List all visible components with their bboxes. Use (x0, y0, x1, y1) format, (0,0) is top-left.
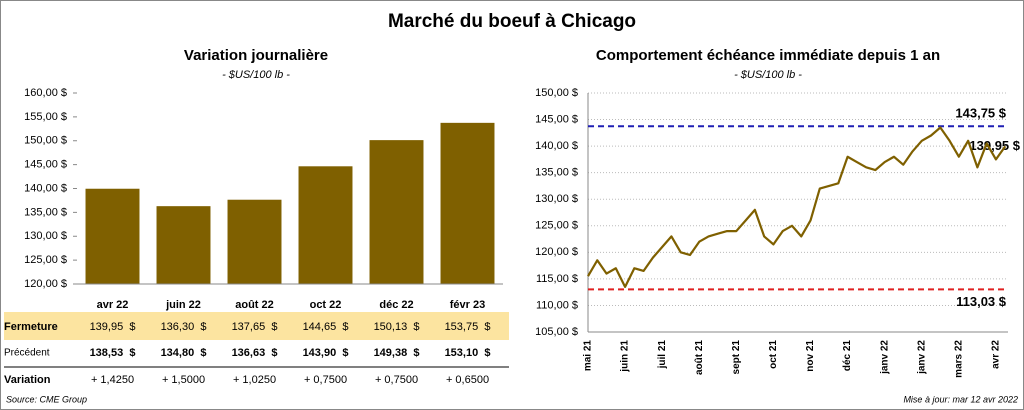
y-tick-label: 145,00 $ (24, 159, 67, 171)
row-highlight (4, 312, 509, 340)
chart-title: Comportement échéance immédiate depuis 1… (596, 47, 940, 64)
y-tick-label: 105,00 $ (535, 326, 578, 338)
table-cell: + 1,5000 (162, 374, 205, 386)
table-cell: 149,38 $ (374, 347, 420, 359)
table-cell: + 0,7500 (375, 374, 418, 386)
table-cell: + 1,4250 (91, 374, 134, 386)
x-tick-label: mars 22 (954, 340, 965, 378)
x-tick-label: févr 23 (450, 299, 485, 311)
x-tick-label: juil 21 (657, 340, 668, 370)
x-tick-label: avr 22 (991, 340, 1002, 369)
table-cell: 144,65 $ (303, 321, 349, 333)
y-tick-label: 140,00 $ (24, 182, 67, 194)
chart-subtitle: - $US/100 lb - (734, 69, 802, 81)
table-cell: 153,75 $ (445, 321, 491, 333)
row-label: Fermeture (4, 321, 58, 333)
x-tick-label: nov 21 (805, 340, 816, 372)
annotation-label: 143,75 $ (955, 106, 1006, 121)
table-cell: 150,13 $ (374, 321, 420, 333)
bar (85, 188, 140, 284)
x-tick-label: janv 22 (879, 340, 890, 375)
bar (156, 206, 211, 284)
table-cell: 139,95 $ (90, 321, 136, 333)
y-tick-label: 130,00 $ (535, 193, 578, 205)
x-tick-label: sept 21 (731, 340, 742, 375)
table-cell: + 1,0250 (233, 374, 276, 386)
page-title: Marché du boeuf à Chicago (388, 11, 636, 32)
y-tick-label: 160,00 $ (24, 87, 67, 99)
x-tick-label: déc 22 (379, 299, 413, 311)
y-tick-label: 120,00 $ (535, 246, 578, 258)
x-tick-label: mai 21 (583, 340, 594, 372)
x-tick-label: oct 22 (310, 299, 342, 311)
y-tick-label: 155,00 $ (24, 111, 67, 123)
bar (227, 199, 282, 284)
table-cell: + 0,7500 (304, 374, 347, 386)
table-cell: + 0,6500 (446, 374, 489, 386)
bar (298, 166, 353, 284)
x-tick-label: août 21 (694, 340, 705, 375)
y-tick-label: 125,00 $ (24, 254, 67, 266)
row-label: Variation (4, 374, 51, 386)
source: Source: CME Group (6, 394, 87, 404)
table-cell: 153,10 $ (445, 347, 491, 359)
table-cell: 136,30 $ (161, 321, 207, 333)
y-tick-label: 145,00 $ (535, 113, 578, 125)
x-tick-label: avr 22 (97, 299, 129, 311)
table-cell: 136,63 $ (232, 347, 278, 359)
y-tick-label: 140,00 $ (535, 140, 578, 152)
table-cell: 134,80 $ (161, 347, 207, 359)
y-tick-label: 115,00 $ (536, 273, 578, 285)
bar (369, 140, 424, 284)
table-cell: 138,53 $ (90, 347, 136, 359)
x-tick-label: déc 21 (842, 340, 853, 372)
x-tick-label: oct 21 (768, 340, 779, 369)
bar (440, 122, 495, 284)
y-tick-label: 120,00 $ (24, 278, 67, 290)
y-tick-label: 150,00 $ (24, 135, 67, 147)
x-tick-label: août 22 (235, 299, 274, 311)
annotation-label: 113,03 $ (956, 294, 1007, 309)
y-tick-label: 135,00 $ (535, 167, 578, 179)
y-tick-label: 135,00 $ (24, 206, 67, 218)
y-tick-label: 150,00 $ (535, 87, 578, 99)
y-tick-label: 130,00 $ (24, 230, 67, 242)
chart-subtitle: - $US/100 lb - (222, 69, 290, 81)
table-cell: 143,90 $ (303, 347, 349, 359)
row-label: Précédent (4, 348, 50, 359)
x-tick-label: juin 21 (620, 340, 631, 373)
x-tick-label: juin 22 (165, 299, 201, 311)
y-tick-label: 125,00 $ (535, 220, 578, 232)
table-cell: 137,65 $ (232, 321, 278, 333)
y-tick-label: 110,00 $ (536, 299, 578, 311)
series-line (587, 126, 1007, 288)
x-tick-label: janv 22 (916, 340, 927, 375)
update-date: Mise à jour: mar 12 avr 2022 (903, 394, 1018, 404)
annotation-label: 139,95 $ (969, 138, 1020, 153)
chart-title: Variation journalière (184, 47, 328, 64)
